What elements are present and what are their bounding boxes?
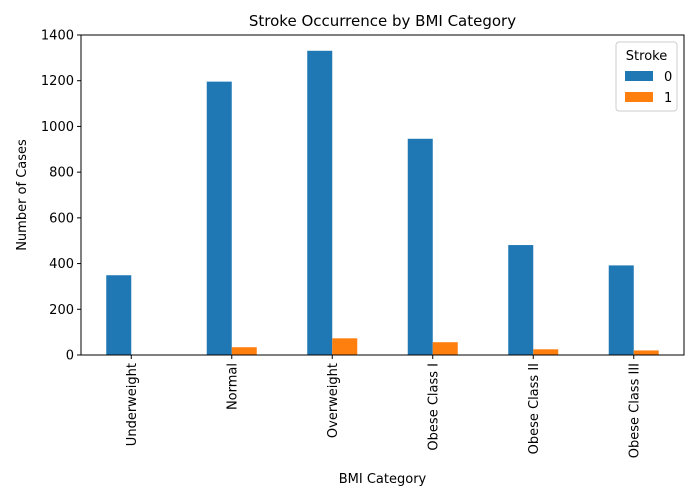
x-axis-label: BMI Category (339, 472, 427, 487)
bar (407, 138, 433, 355)
legend-swatch (625, 71, 653, 81)
x-tick-label: Obese Class I (426, 363, 441, 451)
x-tick-label: Normal (225, 363, 240, 410)
bar (633, 350, 659, 355)
bar (307, 50, 333, 356)
y-axis: 0 200 400 600 800 1000 1200 1400 (41, 29, 81, 364)
y-tick-label: 1200 (41, 74, 74, 89)
legend-entry: 1 (664, 91, 672, 106)
y-tick-label: 1000 (41, 120, 74, 135)
bar (432, 342, 458, 355)
legend-entry: 0 (664, 70, 672, 85)
bar (206, 81, 232, 355)
chart-title: Stroke Occurrence by BMI Category (249, 12, 516, 30)
bar (533, 349, 559, 355)
y-tick-label: 800 (49, 166, 74, 181)
y-tick-label: 600 (49, 211, 74, 226)
legend-title: Stroke (626, 49, 667, 64)
bar (332, 338, 358, 355)
x-tick-label: Overweight (326, 363, 341, 438)
x-tick-label: Underweight (125, 363, 140, 446)
y-tick-label: 200 (49, 303, 74, 318)
x-tick-label: Obese Class III (627, 363, 642, 458)
bar (231, 347, 257, 355)
plot-bars (106, 50, 659, 356)
plot-frame (80, 34, 685, 356)
bar (508, 245, 534, 355)
bar (608, 265, 634, 355)
y-tick-label: 0 (66, 349, 74, 364)
legend: Stroke 0 1 (615, 41, 678, 112)
legend-swatch (625, 92, 653, 102)
y-tick-label: 1400 (41, 29, 74, 44)
x-tick-label: Obese Class II (527, 363, 542, 454)
y-axis-label: Number of Cases (15, 139, 30, 251)
x-axis: Underweight Normal Overweight Obese Class I… (125, 355, 642, 458)
y-tick-label: 400 (49, 257, 74, 272)
bar (106, 275, 132, 355)
